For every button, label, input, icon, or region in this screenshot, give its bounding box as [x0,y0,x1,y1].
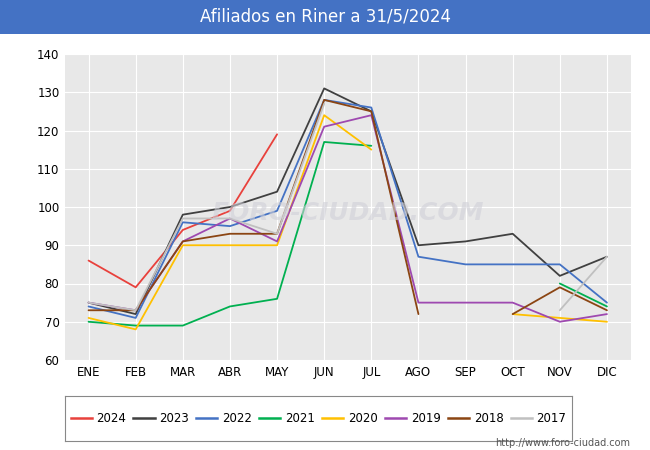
Text: http://www.foro-ciudad.com: http://www.foro-ciudad.com [495,438,630,448]
Legend: 2024, 2023, 2022, 2021, 2020, 2019, 2018, 2017: 2024, 2023, 2022, 2021, 2020, 2019, 2018… [66,407,571,430]
Text: FORO-CIUDAD.COM: FORO-CIUDAD.COM [211,201,484,225]
Text: Afiliados en Riner a 31/5/2024: Afiliados en Riner a 31/5/2024 [200,8,450,26]
